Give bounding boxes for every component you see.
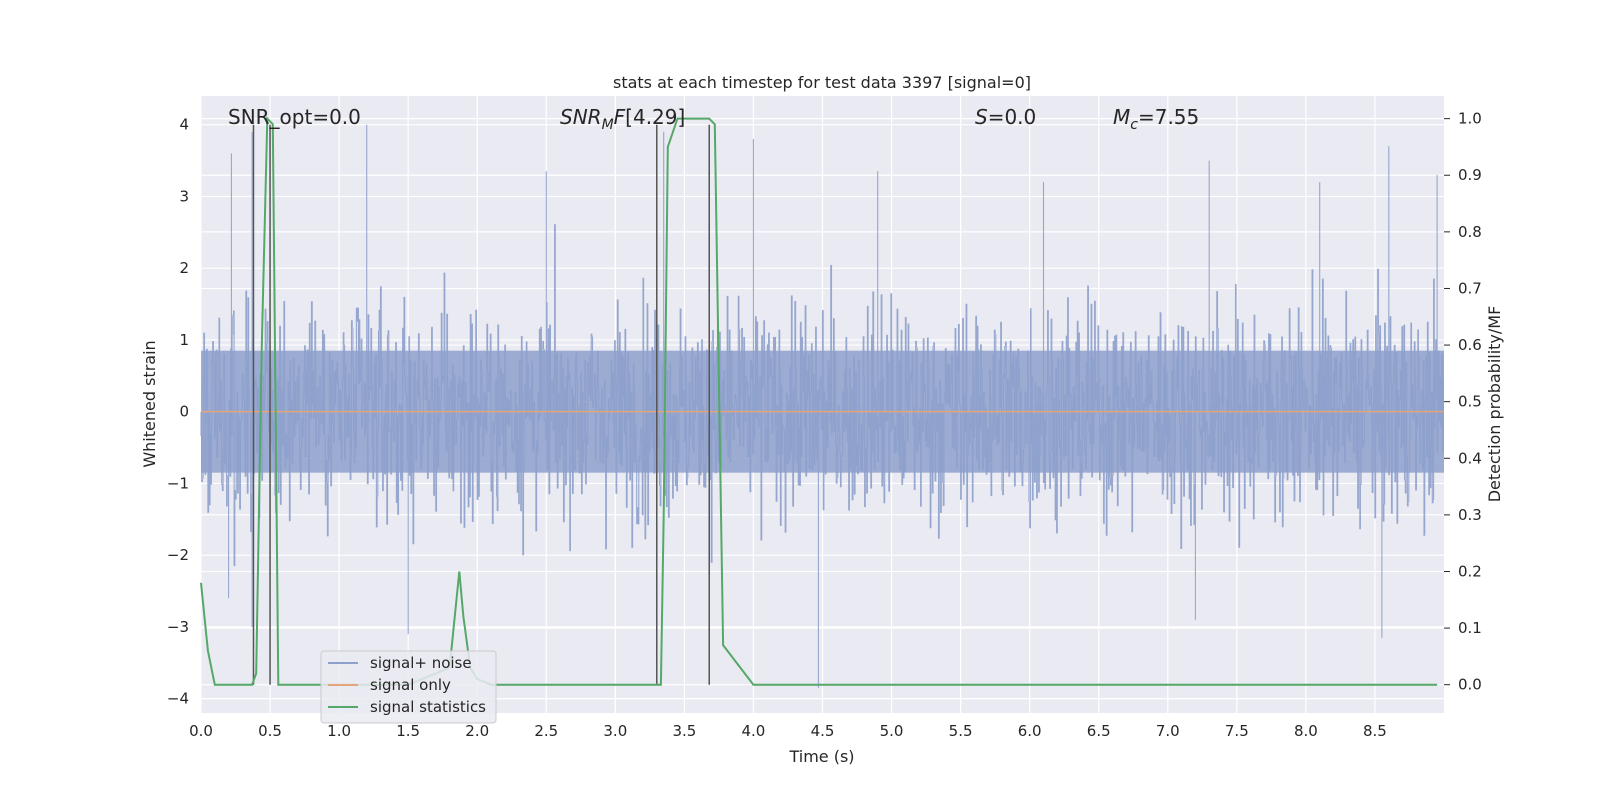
legend-label-0: signal+ noise [370, 654, 472, 672]
axis-ticks: 0.0 0.5 1.0 1.5 2.0 2.5 3.0 3.5 4.0 4.5 5.0 5.5 6.0 6… [167, 110, 1482, 740]
y-tick-label-2: 2 [179, 259, 189, 277]
y-tick-label-5: −1 [167, 474, 189, 492]
chart-title: stats at each timestep for test data 339… [613, 73, 1031, 92]
y-tick-label-8: −4 [167, 690, 189, 708]
y-tick-label-1: 3 [179, 187, 189, 205]
x-tick-label-3: 1.5 [396, 722, 420, 740]
x-tick-label-16: 8.0 [1294, 722, 1318, 740]
x-tick-label-7: 3.5 [672, 722, 696, 740]
y-tick-label-7: −3 [167, 618, 189, 636]
y-tick-label-6: −2 [167, 546, 189, 564]
legend: signal+ noise signal only signal statist… [320, 650, 497, 724]
x-tick-label-12: 6.0 [1018, 722, 1042, 740]
y-right-tick-label-4: 0.6 [1458, 336, 1482, 354]
legend-label-1: signal only [370, 676, 451, 694]
x-tick-label-2: 1.0 [327, 722, 351, 740]
y-tick-label-3: 1 [179, 331, 189, 349]
s-annotation: S=0.0 [975, 105, 1036, 129]
y-right-axis-label: Detection probability/MF [1485, 306, 1504, 503]
snr-mf-annotation: SNRMF[4.29] [560, 105, 685, 133]
legend-box [320, 650, 497, 724]
y-tick-label-0: 4 [179, 116, 189, 134]
mc-value: =7.55 [1138, 105, 1199, 129]
y-right-tick-label-3: 0.7 [1458, 279, 1482, 297]
legend-label-2: signal statistics [370, 698, 486, 716]
y-right-tick-label-1: 0.9 [1458, 166, 1482, 184]
x-tick-label-17: 8.5 [1363, 722, 1387, 740]
y-right-tick-label-9: 0.1 [1458, 619, 1482, 637]
x-tick-label-10: 5.0 [880, 722, 904, 740]
y-right-tick-label-2: 0.8 [1458, 223, 1482, 241]
snr-opt-annotation: SNR_opt=0.0 [228, 105, 361, 129]
y-axis-label: Whitened strain [140, 340, 159, 467]
x-axis-label: Time (s) [788, 747, 854, 766]
x-tick-label-1: 0.5 [258, 722, 282, 740]
y-right-tick-label-6: 0.4 [1458, 449, 1482, 467]
x-tick-label-11: 5.5 [949, 722, 973, 740]
signal-statistics-line [200, 116, 1438, 686]
vertical-markers [252, 124, 710, 685]
y-tick-label-4: 0 [179, 403, 189, 421]
y-right-tick-label-5: 0.5 [1458, 393, 1482, 411]
y-right-tick-label-10: 0.0 [1458, 676, 1482, 694]
snr-mf-value: [4.29] [625, 105, 685, 129]
x-tick-label-5: 2.5 [534, 722, 558, 740]
y-right-tick-label-7: 0.3 [1458, 506, 1482, 524]
mc-annotation: Mc=7.55 [1113, 105, 1199, 133]
x-tick-label-13: 6.5 [1087, 722, 1111, 740]
x-tick-label-6: 3.0 [603, 722, 627, 740]
x-tick-label-0: 0.0 [189, 722, 213, 740]
x-tick-label-15: 7.5 [1225, 722, 1249, 740]
x-tick-label-4: 2.0 [465, 722, 489, 740]
x-tick-label-14: 7.0 [1156, 722, 1180, 740]
x-tick-label-9: 4.5 [811, 722, 835, 740]
y-right-tick-label-0: 1.0 [1458, 110, 1482, 128]
x-tick-label-8: 4.0 [742, 722, 766, 740]
y-right-tick-label-8: 0.2 [1458, 562, 1482, 580]
s-value: =0.0 [988, 105, 1037, 129]
